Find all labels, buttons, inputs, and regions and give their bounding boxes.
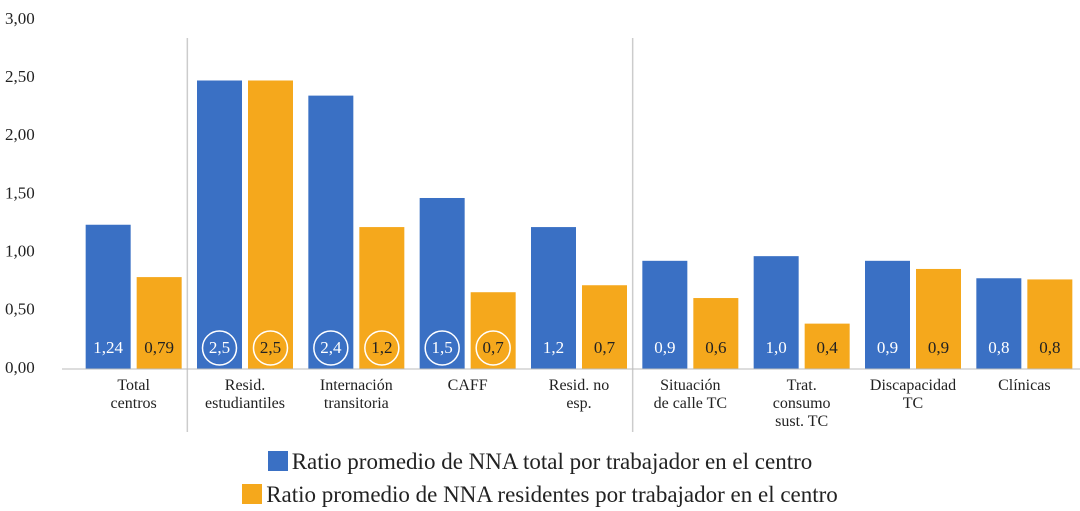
bar — [693, 298, 739, 369]
bar — [308, 95, 354, 369]
value-label: 0,9 — [877, 338, 898, 357]
value-label: 0,9 — [654, 338, 675, 357]
bar — [642, 260, 688, 369]
bar — [804, 323, 850, 369]
bar — [531, 227, 576, 369]
legend-item: Ratio promedio de NNA residentes por tra… — [0, 482, 1080, 508]
value-label: 0,7 — [483, 338, 505, 357]
y-tick-label: 0,00 — [5, 358, 35, 377]
x-tick-label: CAFF — [447, 377, 488, 394]
bar — [582, 285, 627, 369]
value-label: 2,4 — [320, 338, 342, 357]
value-label: 2,5 — [209, 338, 230, 357]
bar — [136, 277, 182, 369]
value-label: 1,2 — [543, 338, 564, 357]
legend-item: Ratio promedio de NNA total por trabajad… — [0, 449, 1080, 475]
highlight-circle — [201, 330, 238, 366]
highlight-circle — [364, 330, 400, 366]
value-label: 1,0 — [766, 338, 787, 357]
legend-swatch — [267, 451, 288, 471]
bar — [85, 224, 131, 369]
bar — [248, 80, 293, 369]
bar — [753, 256, 799, 369]
value-label: 0,4 — [817, 338, 839, 357]
x-tick-label: Situación de calle TC — [653, 377, 728, 412]
x-tick-label: Discapacidad TC — [869, 377, 957, 412]
value-label: 0,7 — [594, 338, 616, 357]
highlight-circle — [313, 330, 349, 366]
x-tick-label: Clínicas — [998, 377, 1051, 394]
y-tick-label: 3,00 — [5, 9, 35, 28]
value-label: 0,8 — [1039, 338, 1060, 357]
value-label: 1,24 — [93, 338, 123, 357]
highlight-circle — [424, 330, 460, 366]
highlight-circle — [252, 330, 289, 366]
value-label: 0,9 — [928, 338, 949, 357]
x-tick-label: Trat. consumo sust. TC — [772, 377, 831, 430]
value-label: 0,8 — [988, 338, 1009, 357]
y-tick-label: 2,00 — [5, 125, 35, 144]
legend-label: Ratio promedio de NNA residentes por tra… — [266, 482, 838, 507]
value-label: 2,5 — [260, 338, 281, 357]
x-tick-label: Resid. no esp. — [548, 377, 610, 412]
bar — [916, 268, 961, 369]
y-tick-label: 2,50 — [5, 67, 35, 86]
legend-label: Ratio promedio de NNA total por trabajad… — [291, 449, 813, 474]
value-label: 1,5 — [432, 338, 453, 357]
y-tick-label: 0,50 — [5, 300, 35, 319]
x-tick-label: Total centros — [110, 377, 157, 412]
value-label: 0,6 — [705, 338, 726, 357]
y-tick-label: 1,00 — [5, 242, 35, 261]
x-tick-label: Internación transitoria — [319, 377, 393, 412]
bar — [197, 80, 242, 369]
y-tick-label: 1,50 — [5, 183, 35, 202]
bar — [976, 278, 1022, 369]
bar — [1027, 279, 1073, 369]
legend-swatch — [242, 484, 263, 504]
value-label: 1,2 — [371, 338, 392, 357]
bar — [865, 260, 910, 369]
bar — [359, 227, 405, 369]
x-tick-label: Resid. estudiantiles — [205, 377, 285, 412]
highlight-circle — [475, 330, 511, 366]
value-label: 0,79 — [144, 338, 174, 357]
